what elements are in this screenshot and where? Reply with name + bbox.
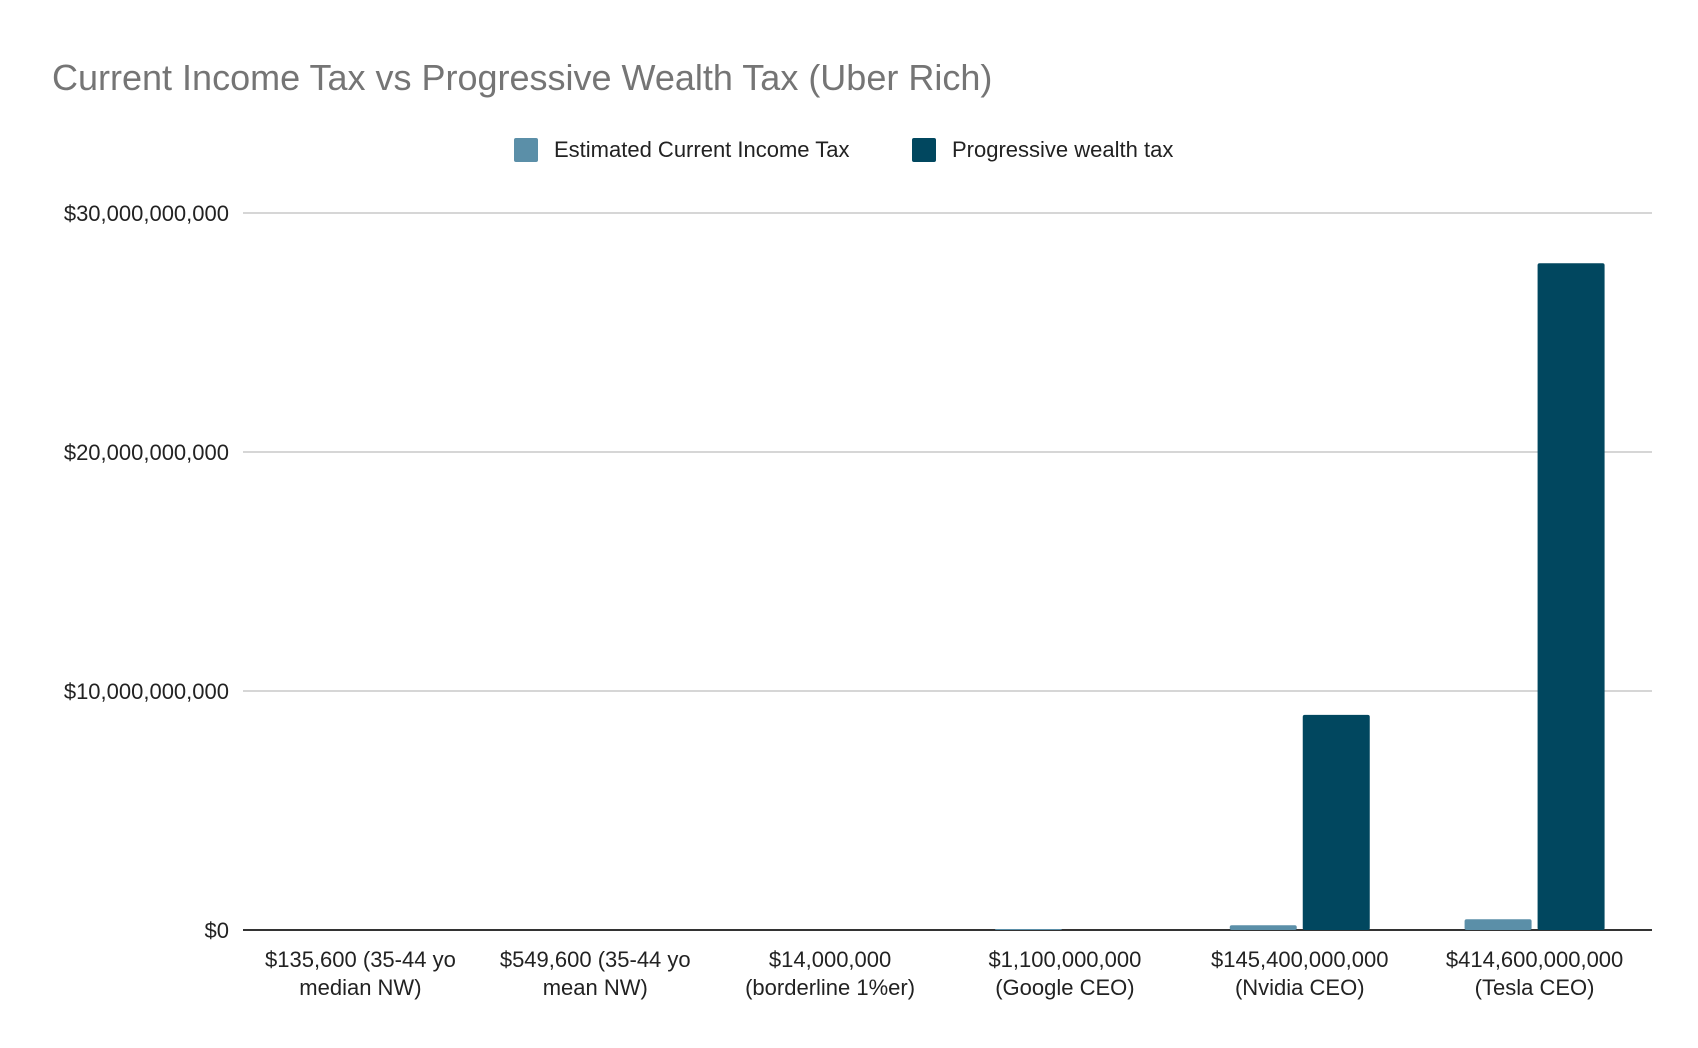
bar-income-tax — [1229, 925, 1297, 930]
x-tick-label: $135,600 (35-44 yo median NW) — [265, 947, 456, 1000]
y-tick-label: $20,000,000,000 — [64, 440, 229, 465]
legend-swatch-income-tax — [514, 138, 538, 162]
legend-label-income-tax: Estimated Current Income Tax — [554, 137, 850, 162]
x-axis-ticks: $135,600 (35-44 yo median NW) $549,600 (35… — [265, 947, 1623, 1000]
bar-wealth-tax — [1537, 263, 1605, 930]
legend: Estimated Current Income Tax Progressive… — [514, 137, 1173, 162]
x-tick-label: $145,400,000,000 (Nvidia CEO) — [1211, 947, 1388, 1000]
gridlines — [243, 212, 1652, 931]
bar-income-tax — [994, 929, 1062, 930]
bar-income-tax — [1464, 919, 1532, 930]
bars — [994, 263, 1605, 930]
x-tick-label: $414,600,000,000 (Tesla CEO) — [1446, 947, 1623, 1000]
x-tick-label: $549,600 (35-44 yo mean NW) — [500, 947, 691, 1000]
bar-wealth-tax — [1302, 714, 1370, 930]
y-axis-ticks: $0 $10,000,000,000 $20,000,000,000 $30,000,… — [64, 201, 229, 943]
y-tick-label: $10,000,000,000 — [64, 679, 229, 704]
x-tick-label: $1,100,000,000 (Google CEO) — [988, 947, 1141, 1000]
chart-title: Current Income Tax vs Progressive Wealth… — [52, 57, 992, 98]
y-tick-label: $30,000,000,000 — [64, 201, 229, 226]
y-tick-label: $0 — [205, 918, 229, 943]
legend-label-wealth-tax: Progressive wealth tax — [952, 137, 1173, 162]
legend-swatch-wealth-tax — [912, 138, 936, 162]
x-tick-label: $14,000,000 (borderline 1%er) — [745, 947, 915, 1000]
